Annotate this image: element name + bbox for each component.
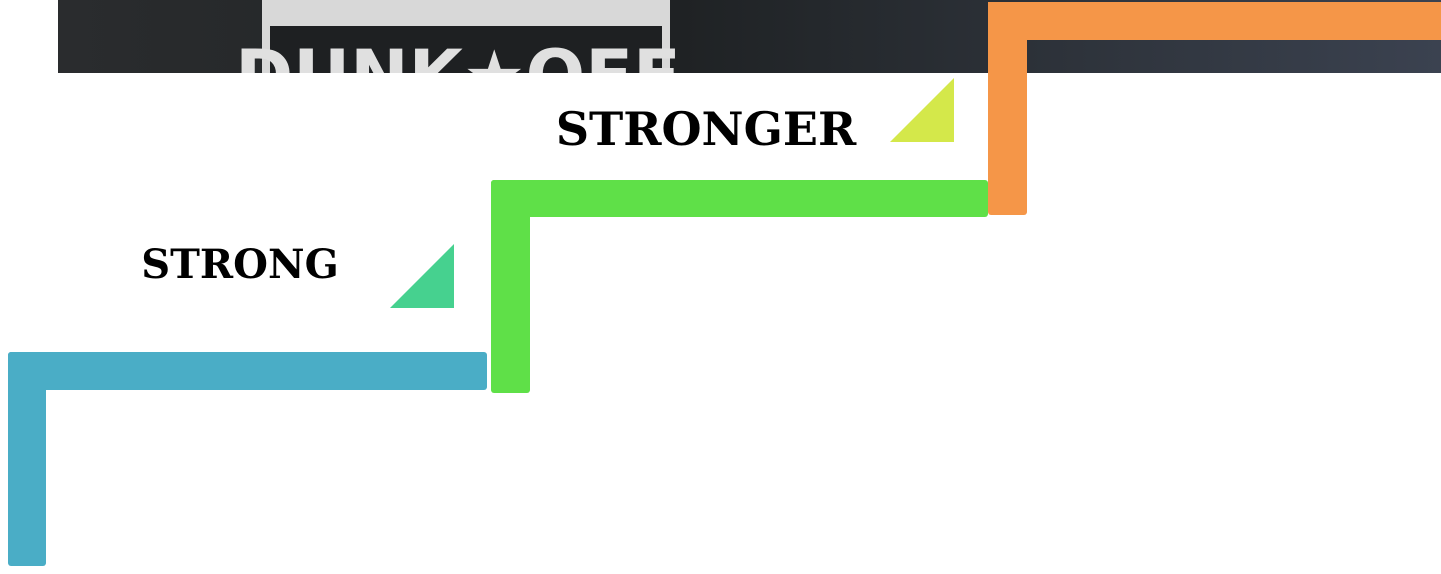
triangle-icon [390, 244, 454, 308]
step-tread [8, 352, 487, 390]
step-tread [988, 2, 1441, 40]
step-tread [491, 180, 988, 217]
step-riser [8, 352, 46, 566]
step-label: STRONG [141, 241, 338, 288]
triangle-icon [890, 78, 954, 142]
step-label: STRONGER [556, 102, 857, 156]
steps-graphic: DUNK★OFF STRONG STRONGER [0, 0, 1441, 570]
step-riser [491, 180, 530, 393]
